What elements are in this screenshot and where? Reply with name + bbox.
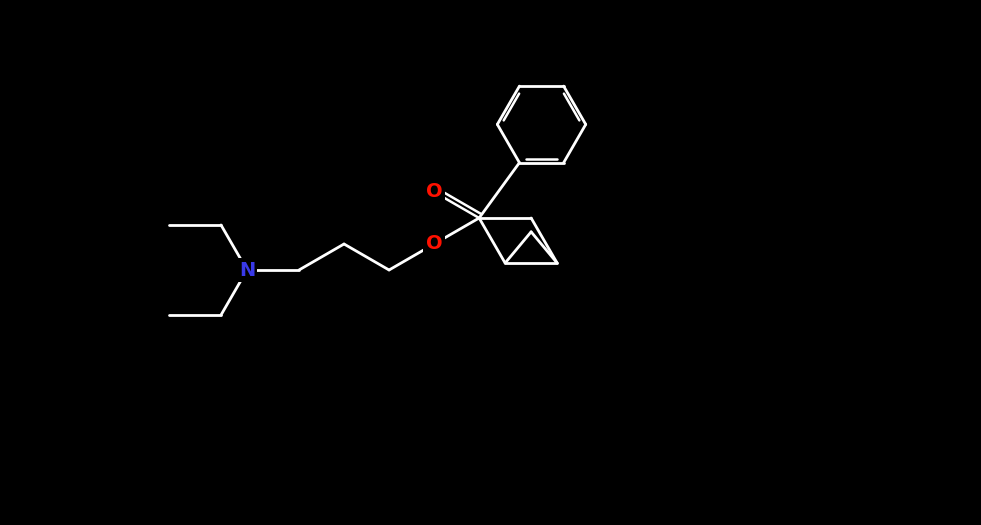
Text: O: O (426, 183, 442, 202)
Text: N: N (239, 260, 255, 279)
Text: O: O (426, 235, 442, 254)
